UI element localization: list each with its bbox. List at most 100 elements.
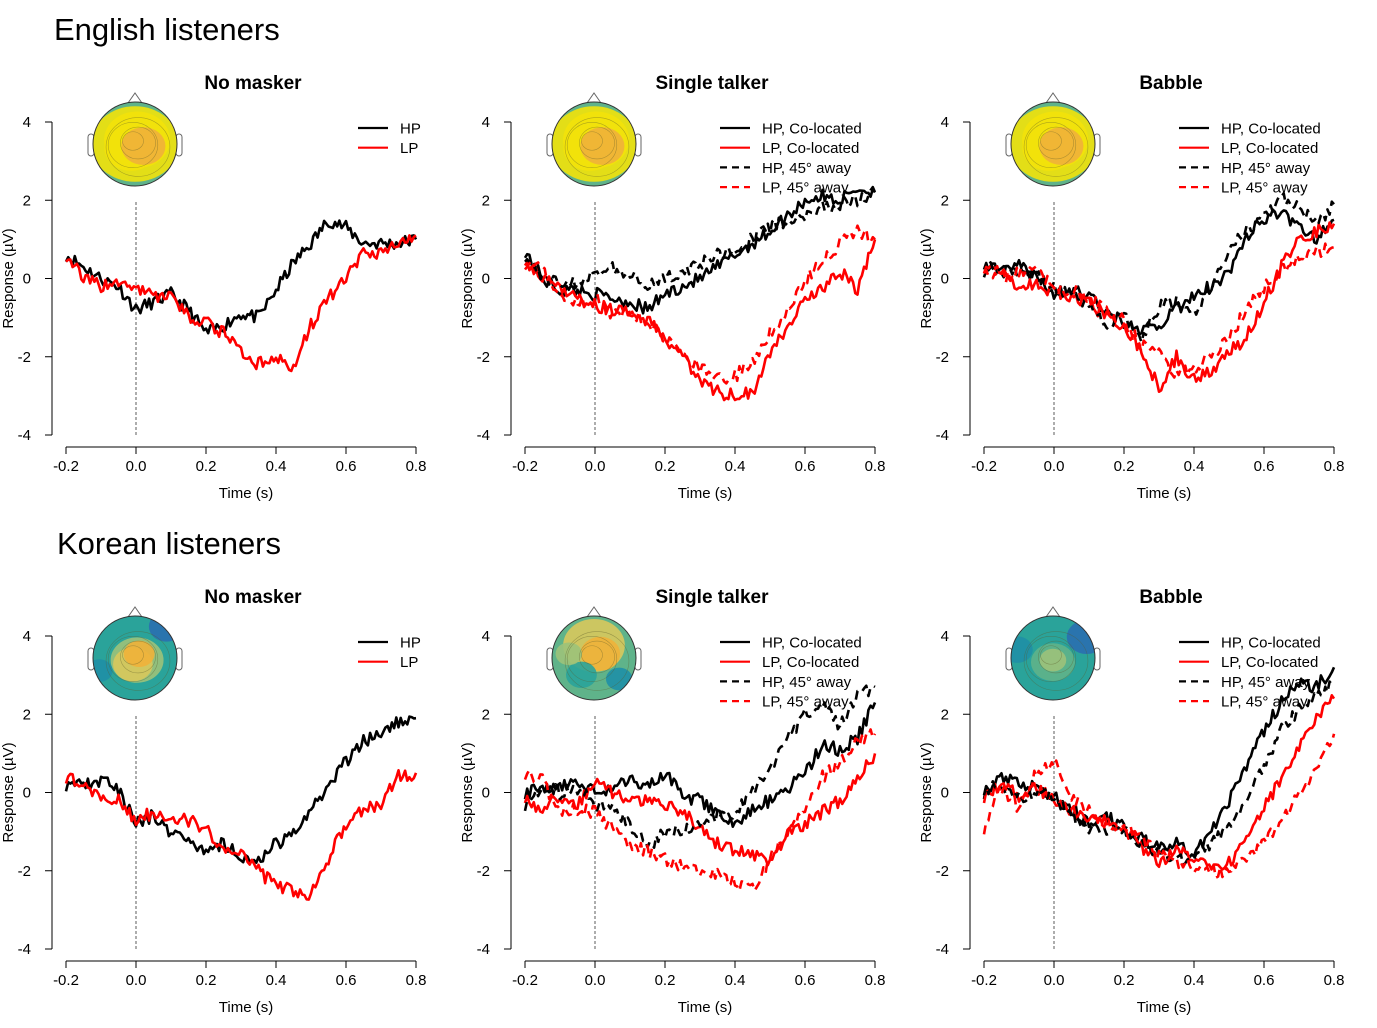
y-tick-label: 0 xyxy=(482,785,490,802)
y-axis-label: Response (µV) xyxy=(918,742,935,842)
topomap xyxy=(546,92,642,187)
y-tick-label: -4 xyxy=(936,941,949,958)
series-line-lp-45-away xyxy=(982,733,1336,879)
y-tick-label: 2 xyxy=(941,706,949,723)
x-tick-label: 0.6 xyxy=(336,972,357,989)
legend-label: HP xyxy=(400,635,421,652)
y-tick-label: -2 xyxy=(477,863,490,880)
legend-label: LP, Co-located xyxy=(762,654,859,671)
legend-label: HP, Co-located xyxy=(1221,121,1321,138)
y-tick-label: 2 xyxy=(482,192,490,209)
panel-title: Single talker xyxy=(656,73,770,94)
panel-title: No masker xyxy=(204,587,302,608)
y-axis-label: Response (µV) xyxy=(0,228,17,328)
legend-label: HP, Co-located xyxy=(762,121,862,138)
x-tick-label: -0.2 xyxy=(971,458,997,475)
legend-label: HP, 45° away xyxy=(1221,160,1311,177)
y-tick-label: -2 xyxy=(18,863,31,880)
panel-korean-single-talker: Single talker -0.2 0.0 0.2 0.4 0.6 0.8 -4 -2 0 2 4 T… xyxy=(459,587,885,1016)
x-tick-label: 0.8 xyxy=(406,458,427,475)
x-tick-label: 0.0 xyxy=(1044,972,1065,989)
x-tick-label: 0.2 xyxy=(196,458,217,475)
x-tick-label: 0.6 xyxy=(336,458,357,475)
x-tick-label: -0.2 xyxy=(512,972,538,989)
x-tick-label: 0.2 xyxy=(655,458,676,475)
panel-title: No masker xyxy=(204,73,302,94)
x-tick-label: 0.4 xyxy=(266,458,287,475)
legend-label: LP, 45° away xyxy=(762,694,849,711)
x-tick-label: -0.2 xyxy=(512,458,538,475)
legend-label: LP, Co-located xyxy=(762,140,859,157)
x-axis-label: Time (s) xyxy=(1137,999,1191,1016)
x-tick-label: 0.2 xyxy=(1114,972,1135,989)
series-line-hp xyxy=(64,219,418,335)
x-tick-label: 0.4 xyxy=(1184,458,1205,475)
topomap xyxy=(546,606,642,701)
y-tick-label: -2 xyxy=(477,349,490,366)
topomap-nose xyxy=(586,92,602,104)
series-line-lp xyxy=(65,234,417,373)
y-tick-label: 4 xyxy=(941,628,949,645)
y-tick-label: 2 xyxy=(23,706,31,723)
legend-label: HP, Co-located xyxy=(1221,635,1321,652)
topomap-outline xyxy=(92,101,178,187)
y-tick-label: 4 xyxy=(941,114,949,131)
topomap xyxy=(1005,606,1101,701)
panel-title: Babble xyxy=(1139,73,1202,94)
panel-title: Babble xyxy=(1139,587,1202,608)
panel-korean-babble: Babble -0.2 0.0 0.2 0.4 0.6 0.8 -4 -2 0 2 4 Time (s)… xyxy=(918,587,1344,1016)
x-tick-label: -0.2 xyxy=(971,972,997,989)
y-axis-label: Response (µV) xyxy=(459,228,476,328)
series-line-hp xyxy=(64,715,417,864)
y-tick-label: -2 xyxy=(936,863,949,880)
x-axis-label: Time (s) xyxy=(678,485,732,502)
x-tick-label: 0.4 xyxy=(266,972,287,989)
y-tick-label: 0 xyxy=(23,785,31,802)
y-tick-label: 4 xyxy=(482,628,490,645)
x-tick-label: -0.2 xyxy=(53,972,79,989)
y-tick-label: -4 xyxy=(936,427,949,444)
topomap-outline xyxy=(1010,615,1096,701)
legend-label: LP xyxy=(400,654,418,671)
x-tick-label: 0.0 xyxy=(126,972,147,989)
series-line-hp-co-located xyxy=(523,187,877,315)
panel-english-babble: Babble -0.2 0.0 0.2 0.4 0.6 0.8 -4 -2 0 2 4 Time (s)… xyxy=(918,73,1344,502)
x-tick-label: 0.0 xyxy=(585,458,606,475)
legend-label: HP, 45° away xyxy=(762,674,852,691)
series-line-hp-45-away xyxy=(523,684,876,849)
x-tick-label: -0.2 xyxy=(53,458,79,475)
legend-label: LP, 45° away xyxy=(1221,180,1308,197)
legend-label: HP, Co-located xyxy=(762,635,862,652)
y-tick-label: 0 xyxy=(941,785,949,802)
legend-label: LP, 45° away xyxy=(762,180,849,197)
legend-label: LP, 45° away xyxy=(1221,694,1308,711)
legend-label: HP xyxy=(400,121,421,138)
group-title-english: English listeners xyxy=(54,12,280,47)
series-line-lp-45-away xyxy=(982,242,1335,379)
topomap-outline xyxy=(551,101,637,187)
y-tick-label: 2 xyxy=(941,192,949,209)
panel-english-single-talker: Single talker -0.2 0.0 0.2 0.4 0.6 0.8 -4 -2 0 2 4 T… xyxy=(459,73,885,502)
y-tick-label: 4 xyxy=(23,114,31,131)
x-tick-label: 0.6 xyxy=(795,972,816,989)
x-axis-label: Time (s) xyxy=(219,999,273,1016)
x-axis-label: Time (s) xyxy=(219,485,273,502)
series-line-lp-45-away xyxy=(523,224,876,385)
x-tick-label: 0.2 xyxy=(1114,458,1135,475)
topomap xyxy=(87,606,183,701)
x-tick-label: 0.8 xyxy=(1324,458,1345,475)
y-tick-label: -4 xyxy=(18,941,31,958)
topomap xyxy=(87,92,183,187)
x-tick-label: 0.8 xyxy=(1324,972,1345,989)
series-line-lp xyxy=(64,769,418,901)
series-line-lp-co-located xyxy=(982,694,1336,871)
topomap-outline xyxy=(551,615,637,701)
y-tick-label: 4 xyxy=(23,628,31,645)
x-tick-label: 0.4 xyxy=(725,972,746,989)
topomap-nose xyxy=(1045,92,1061,104)
topomap-nose xyxy=(127,92,143,104)
x-tick-label: 0.6 xyxy=(1254,458,1275,475)
y-axis-label: Response (µV) xyxy=(0,742,17,842)
series-line-hp-45-away xyxy=(982,680,1335,867)
x-tick-label: 0.0 xyxy=(1044,458,1065,475)
